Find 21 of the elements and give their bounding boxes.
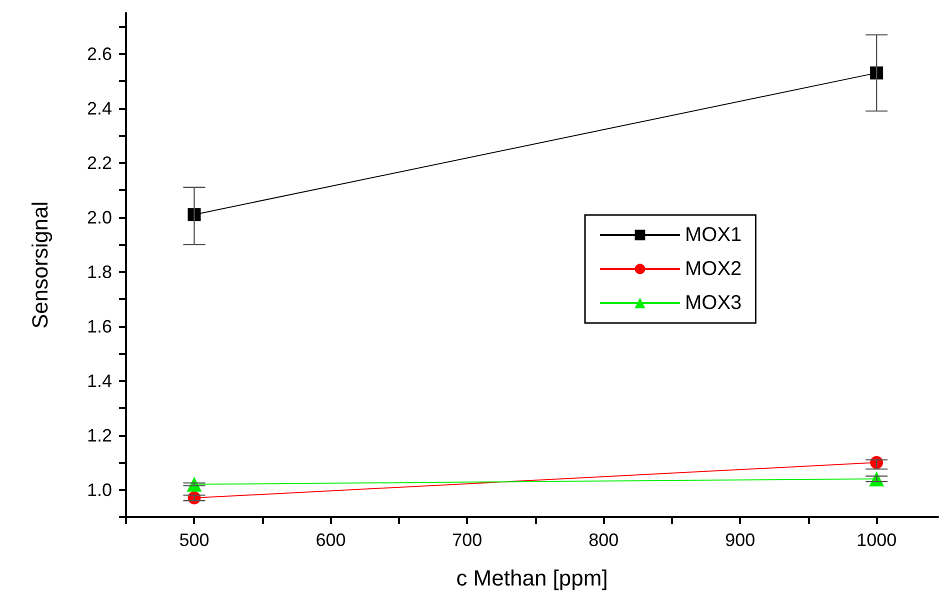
y-tick-label: 2.4	[86, 98, 112, 118]
y-tick-label: 1.6	[86, 316, 112, 336]
x-tick-label: 900	[725, 530, 756, 550]
y-tick-label: 1.0	[86, 480, 112, 500]
x-tick-label: 800	[588, 530, 619, 550]
legend-label: MOX1	[685, 224, 742, 246]
y-tick-label: 1.4	[86, 370, 112, 391]
y-tick-label: 1.8	[86, 262, 112, 282]
point	[870, 66, 884, 80]
x-tick-label: 600	[316, 530, 346, 550]
x-tick-label: 500	[179, 530, 210, 550]
y-tick-label: 2.2	[86, 152, 112, 173]
y-axis-title: Sensorsignal	[28, 201, 52, 329]
x-tick-label: 700	[452, 530, 482, 550]
y-tick-label: 2.6	[86, 44, 112, 64]
y-tick-label: 1.2	[86, 425, 112, 446]
legend-label: MOX3	[685, 292, 742, 314]
x-tick-label: 1000	[856, 530, 897, 550]
legend-label: MOX2	[685, 258, 742, 280]
y-tick-label: 2.0	[86, 207, 112, 228]
x-axis-title: c Methan [ppm]	[456, 566, 608, 590]
